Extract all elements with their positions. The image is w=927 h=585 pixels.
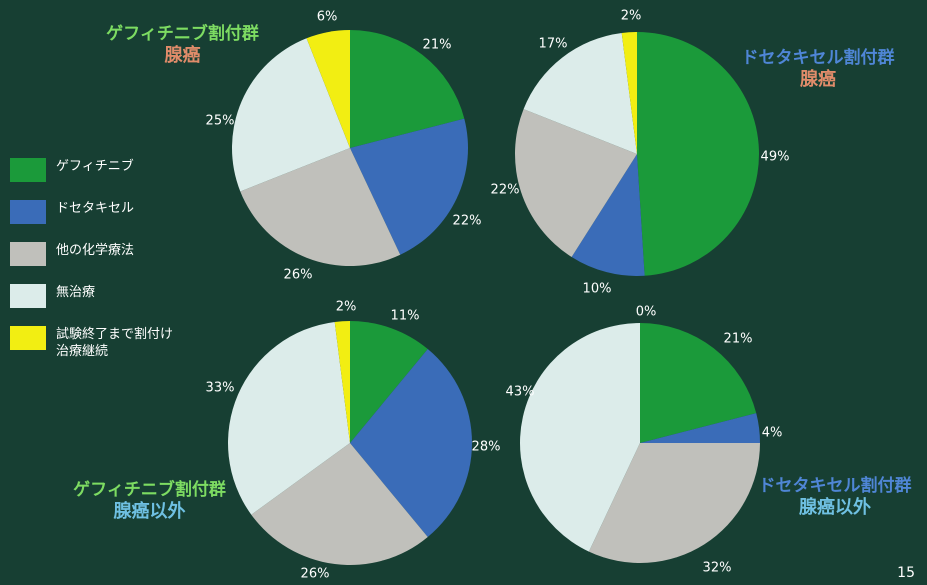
- legend-label-docetaxel: ドセタキセル: [56, 201, 135, 216]
- pie-4-label-continued: 0%: [636, 305, 657, 320]
- legend-item-docetaxel: ドセタキセル: [10, 200, 173, 242]
- pie-4-slice-no-treatment: [520, 323, 640, 552]
- pie-2-slice-continued: [621, 32, 637, 154]
- pie-2-slice-gefitinib: [637, 32, 759, 276]
- chart-title-1: ゲフィチニブ割付群 腺癌: [95, 24, 270, 68]
- pie-4-slice-gefitinib: [640, 323, 757, 443]
- pie-3-slice-docetaxel: [350, 348, 472, 538]
- pie-4-label-docetaxel: 4%: [762, 426, 783, 441]
- pie-3-label-no-treatment: 33%: [206, 381, 235, 396]
- pie-1-slice-no-treatment: [231, 38, 350, 192]
- pie-2-label-gefitinib: 49%: [761, 150, 790, 165]
- pie-3-label-continued: 2%: [336, 300, 357, 315]
- legend-item-continued: 試験終了まで割付け 治療継続: [10, 326, 173, 368]
- pie-4-label-gefitinib: 21%: [724, 332, 753, 347]
- pie-4-slice-docetaxel: [640, 413, 760, 443]
- pie-4-label-other-chemo: 32%: [703, 561, 732, 576]
- legend-swatch-continued: [10, 326, 46, 350]
- pie-1-label-gefitinib: 21%: [423, 38, 452, 53]
- legend-label-no-treatment: 無治療: [56, 285, 96, 300]
- chart-title-1-line1: ゲフィチニブ割付群: [106, 24, 259, 44]
- legend-item-no-treatment: 無治療: [10, 284, 173, 326]
- pie-2-label-no-treatment: 17%: [539, 37, 568, 52]
- chart-title-2-line2: 腺癌: [800, 69, 836, 91]
- pie-3-label-docetaxel: 28%: [472, 440, 501, 455]
- legend-item-gefitinib: ゲフィチニブ: [10, 158, 173, 200]
- page-number: 15: [897, 565, 915, 581]
- pie-2-label-other-chemo: 22%: [491, 183, 520, 198]
- pie-1-label-no-treatment: 25%: [206, 114, 235, 129]
- chart-title-4-line1: ドセタキセル割付群: [758, 476, 912, 496]
- chart-title-3-line2: 腺癌以外: [113, 501, 186, 523]
- pie-3-slice-gefitinib: [350, 321, 428, 443]
- legend-label-continued: 試験終了まで割付け 治療継続: [56, 327, 174, 359]
- pie-chart-4: [520, 323, 760, 563]
- legend: ゲフィチニブ ドセタキセル 他の化学療法 無治療 試験終了まで割付け 治療継続: [10, 158, 173, 368]
- pie-1-label-other-chemo: 26%: [284, 268, 313, 283]
- pie-1-slice-other-chemo: [240, 148, 401, 266]
- pie-4-label-no-treatment: 43%: [506, 385, 535, 400]
- pie-chart-1: [231, 30, 469, 266]
- pie-3-slice-other-chemo: [251, 443, 428, 565]
- pie-1-slice-continued: [306, 30, 350, 148]
- pie-1-slice-gefitinib: [350, 30, 465, 148]
- chart-title-3-line1: ゲフィチニブ割付群: [73, 480, 226, 500]
- pie-2-slice-docetaxel: [571, 154, 645, 276]
- pie-1-label-docetaxel: 22%: [453, 214, 482, 229]
- legend-swatch-docetaxel: [10, 200, 46, 224]
- legend-label-other-chemo: 他の化学療法: [56, 243, 135, 258]
- legend-swatch-gefitinib: [10, 158, 46, 182]
- chart-title-4: ドセタキセル割付群 腺癌以外: [746, 476, 924, 520]
- pie-4-slice-other-chemo: [588, 443, 760, 563]
- pie-2-label-continued: 2%: [621, 9, 642, 24]
- pie-3-label-other-chemo: 26%: [301, 567, 330, 582]
- chart-title-3: ゲフィチニブ割付群 腺癌以外: [62, 480, 237, 524]
- chart-title-2: ドセタキセル割付群 腺癌: [728, 48, 908, 92]
- pie-3-slice-no-treatment: [228, 321, 350, 515]
- legend-item-other-chemo: 他の化学療法: [10, 242, 173, 284]
- pie-chart-2: [515, 32, 759, 276]
- chart-title-1-line2: 腺癌: [164, 45, 201, 67]
- chart-title-4-line2: 腺癌以外: [799, 497, 871, 519]
- legend-label-gefitinib: ゲフィチニブ: [56, 159, 134, 174]
- pie-2-slice-no-treatment: [523, 32, 637, 154]
- pie-1-slice-docetaxel: [350, 118, 469, 255]
- pie-3-slice-continued: [334, 321, 350, 443]
- chart-title-2-line1: ドセタキセル割付群: [741, 48, 895, 68]
- pie-2-label-docetaxel: 10%: [583, 282, 612, 297]
- legend-swatch-no-treatment: [10, 284, 46, 308]
- legend-swatch-other-chemo: [10, 242, 46, 266]
- pie-2-slice-other-chemo: [515, 109, 637, 258]
- pie-1-label-continued: 6%: [317, 10, 338, 25]
- pie-chart-3: [228, 321, 472, 565]
- pie-3-label-gefitinib: 11%: [391, 309, 420, 324]
